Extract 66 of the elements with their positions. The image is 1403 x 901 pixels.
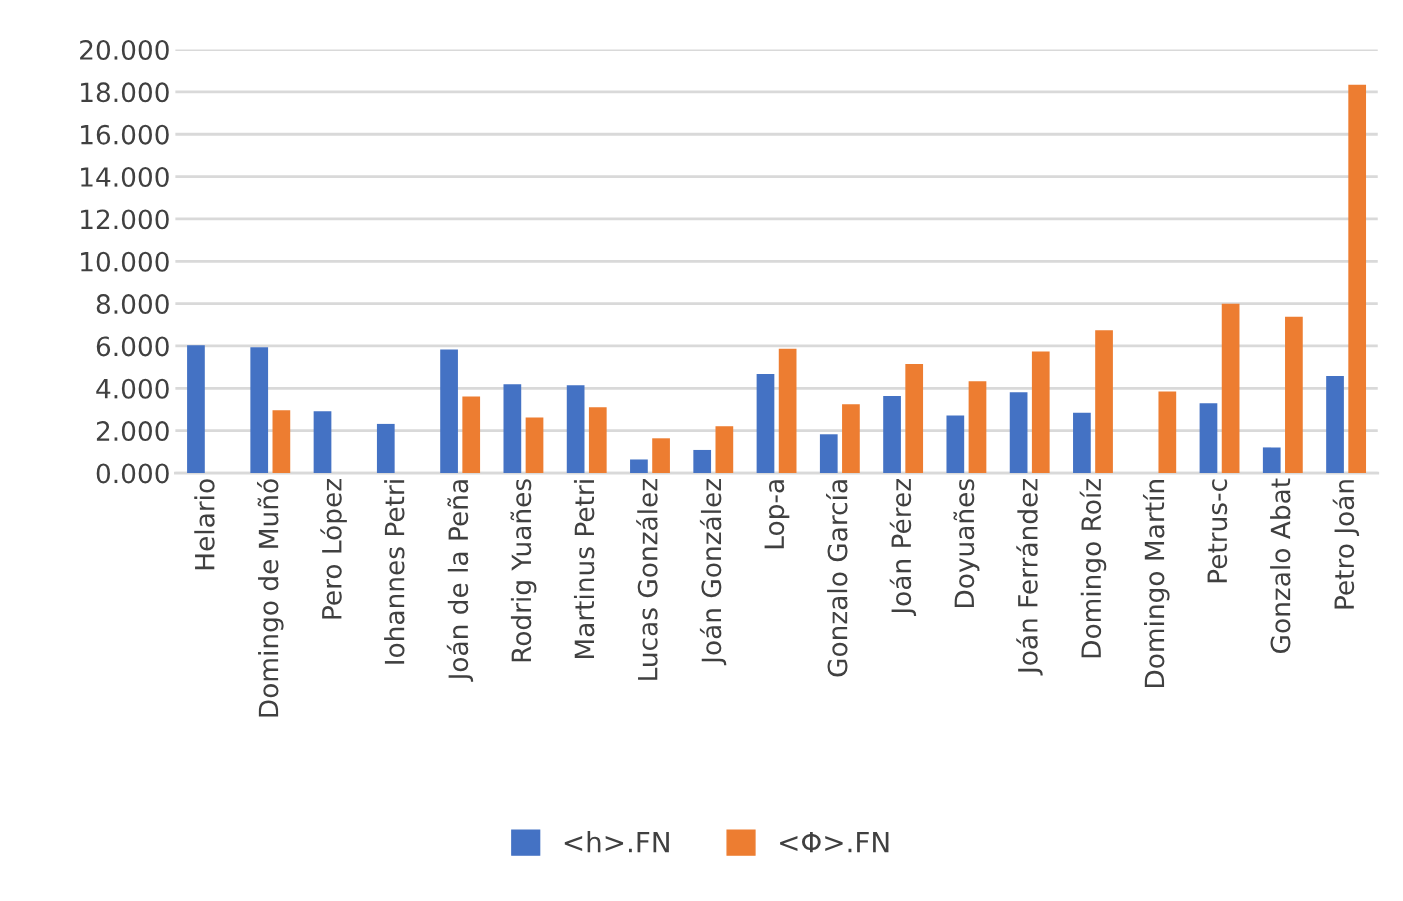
- bar: [842, 404, 860, 474]
- bar: [652, 438, 670, 474]
- bar: [778, 348, 797, 474]
- bar: [250, 347, 269, 474]
- y-tick-label: 6.000: [96, 336, 169, 357]
- y-tick-label: 20.000: [80, 40, 169, 60]
- y-tick-label: 8.000: [96, 294, 169, 315]
- bar: [693, 449, 712, 474]
- y-tick-label: 4.000: [96, 378, 169, 399]
- x-tick-label: Rodrig Yuañes: [510, 479, 537, 662]
- bar: [588, 407, 607, 474]
- y-tick-label: 0.000: [96, 463, 169, 484]
- x-tick-label: Domingo Martín: [1142, 480, 1170, 687]
- y-tick-label: 12.000: [81, 209, 169, 230]
- bar: [819, 434, 838, 474]
- bar: [1009, 392, 1028, 474]
- bar: [1031, 351, 1050, 474]
- x-tick-label: Joán Pérez: [889, 479, 917, 616]
- bar: [1158, 391, 1177, 474]
- bar: [503, 384, 522, 474]
- x-tick-label: Petro Joán: [1332, 480, 1360, 609]
- y-tick-label: 10.000: [81, 251, 169, 272]
- y-tick-label: 18.000: [81, 82, 169, 103]
- x-tick-label: Iohannes Petri: [384, 480, 405, 664]
- x-tick-label: Doyuañes: [953, 479, 980, 607]
- bar: [525, 417, 544, 474]
- y-tick-label: 14.000: [81, 167, 169, 187]
- bar: [883, 395, 901, 474]
- bar: [313, 411, 332, 474]
- bar: [1221, 303, 1240, 474]
- bar: [272, 410, 291, 474]
- bar: [1348, 84, 1367, 474]
- y-tick-label: 16.000: [81, 124, 169, 145]
- bar: [1095, 330, 1113, 474]
- x-tick-label: Gonzalo Abat: [1270, 478, 1291, 653]
- bar: [376, 423, 395, 474]
- x-tick-label: Petrus-c: [1207, 479, 1228, 583]
- bar: [1073, 412, 1091, 474]
- bar: [946, 415, 965, 474]
- x-tick-label: Joán González: [699, 479, 727, 666]
- x-tick-label: Domingo Roíz: [1079, 479, 1107, 658]
- x-tick-label: Gonzalo García: [826, 480, 848, 677]
- x-tick-label: Martinus Petri: [573, 480, 595, 659]
- x-tick-label: Domingo de Muñó: [257, 479, 284, 717]
- bar: [756, 373, 775, 474]
- x-tick-label: Lucas González: [636, 479, 658, 680]
- bar: [630, 459, 648, 474]
- bar: [1326, 376, 1344, 474]
- bar: [1285, 316, 1303, 474]
- bar: [1262, 447, 1281, 474]
- legend-label: <Φ>.FN: [780, 831, 889, 853]
- bar: [440, 349, 458, 474]
- x-tick-label: Joán de la Peña: [446, 480, 474, 682]
- bar: [187, 345, 205, 474]
- x-tick-label: Joán Ferrández: [1016, 479, 1043, 676]
- bar: [715, 426, 734, 474]
- bar: [462, 396, 481, 474]
- bar: [1199, 403, 1218, 474]
- x-tick-label: Lop-a: [764, 480, 790, 549]
- bar: [968, 381, 987, 474]
- x-tick-label: Helario: [194, 479, 215, 570]
- bar: [905, 363, 924, 474]
- bar: [566, 385, 585, 474]
- x-tick-label: Pero López: [320, 479, 347, 619]
- y-tick-label: 2.000: [96, 421, 169, 442]
- legend-label: <h>.FN: [564, 831, 669, 853]
